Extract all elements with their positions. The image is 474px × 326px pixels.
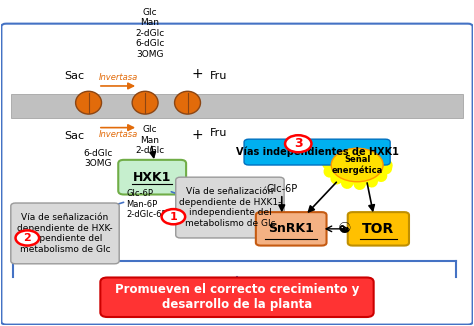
Text: 3: 3 [294,137,302,150]
Text: Invertasa: Invertasa [99,73,138,82]
Text: 1: 1 [170,212,177,222]
Text: Fru: Fru [210,71,227,82]
Text: 6-dGlc
3OMG: 6-dGlc 3OMG [84,149,113,168]
Text: Glc
Man
2-dGlc
6-dGlc
3OMG: Glc Man 2-dGlc 6-dGlc 3OMG [135,8,164,59]
FancyBboxPatch shape [348,212,409,245]
Text: Invertasa: Invertasa [99,130,138,139]
Text: Glc-6P
Man-6P
2-dGlc-6P: Glc-6P Man-6P 2-dGlc-6P [126,189,167,219]
Text: Vías independientes de HXK1: Vías independientes de HXK1 [236,147,399,157]
FancyBboxPatch shape [118,160,186,195]
Ellipse shape [132,91,158,114]
Text: Glc
Man
2-dGlc: Glc Man 2-dGlc [135,126,164,155]
Text: Glc-6P: Glc-6P [266,184,297,194]
Text: +: + [191,67,203,82]
Text: Sac: Sac [64,131,84,141]
Ellipse shape [76,91,101,114]
FancyBboxPatch shape [176,177,284,238]
FancyBboxPatch shape [1,24,473,325]
Text: Vía de señalización
dependiente de HXK-
dependiente del
metabolismo de Glc: Vía de señalización dependiente de HXK- … [17,213,113,254]
Text: TOR: TOR [362,222,394,236]
Text: ☯: ☯ [337,221,351,236]
Text: Señal
energética: Señal energética [331,155,383,175]
Text: SnRK1: SnRK1 [268,222,314,235]
FancyBboxPatch shape [100,277,374,317]
Circle shape [331,148,383,182]
Text: +: + [191,127,203,141]
Text: HXK1: HXK1 [133,171,172,184]
FancyBboxPatch shape [11,94,463,118]
Text: Promueven el correcto crecimiento y
desarrollo de la planta: Promueven el correcto crecimiento y desa… [115,283,359,311]
Circle shape [285,135,311,152]
Text: Vía de señalización
dependiente de HXK1-
independiente del
metabolismo de Glc: Vía de señalización dependiente de HXK1-… [179,187,281,228]
Text: 2: 2 [23,233,31,243]
FancyBboxPatch shape [256,212,327,245]
Circle shape [16,230,39,245]
FancyBboxPatch shape [244,139,390,165]
Circle shape [162,209,185,224]
Text: Sac: Sac [64,71,84,82]
Ellipse shape [174,91,201,114]
Text: Fru: Fru [210,127,227,138]
FancyBboxPatch shape [11,203,119,264]
